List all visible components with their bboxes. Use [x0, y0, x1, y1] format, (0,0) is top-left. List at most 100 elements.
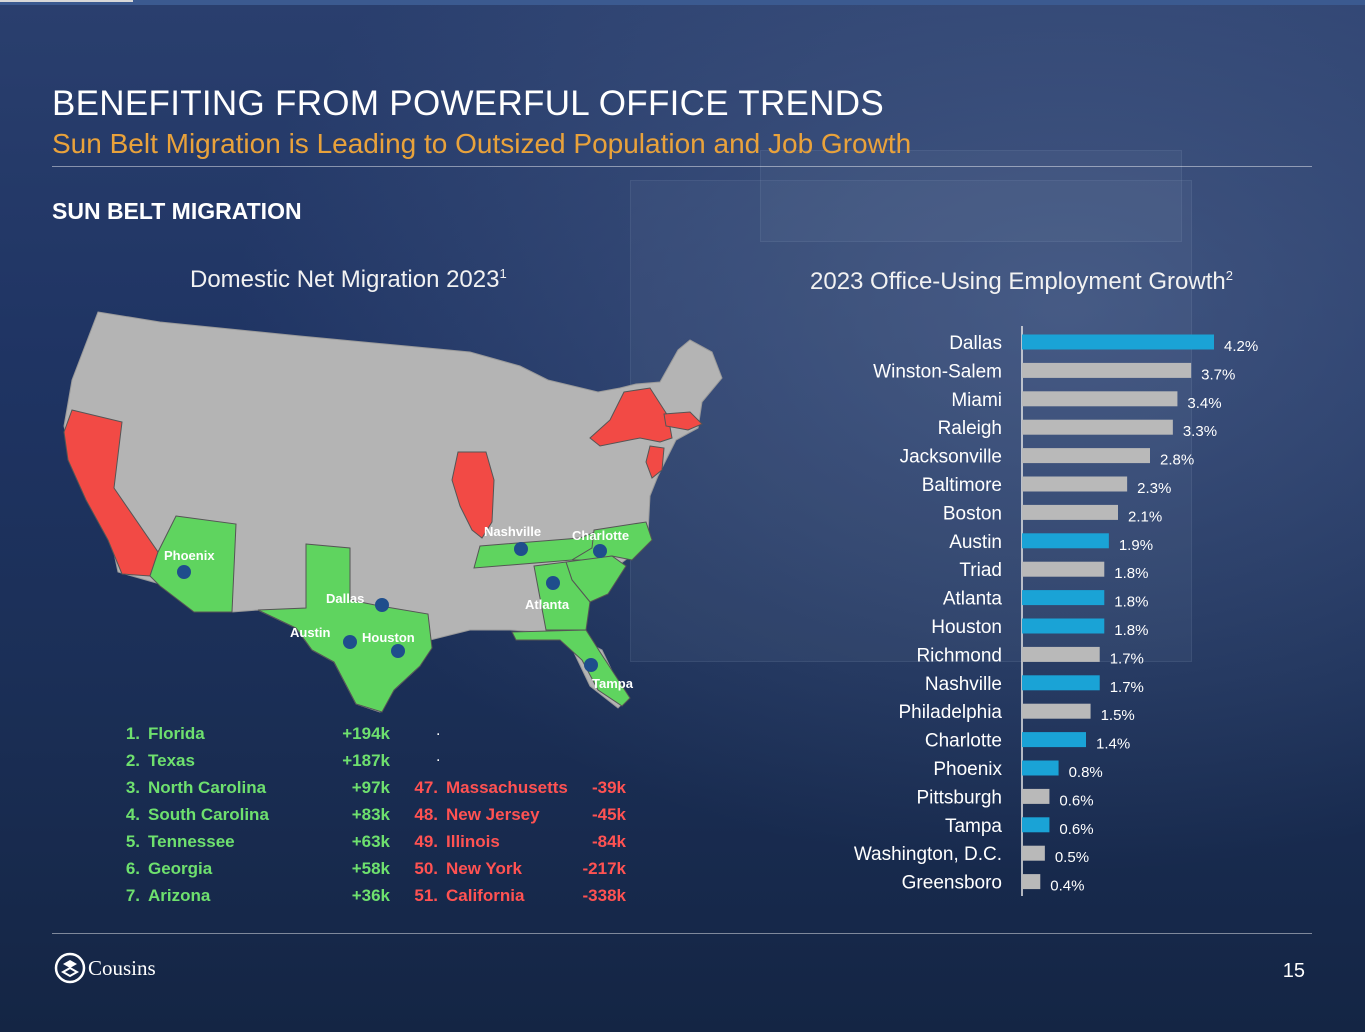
value-label: 1.8%	[1114, 594, 1148, 611]
category-label: Winston-Salem	[873, 361, 1002, 382]
category-label: Baltimore	[922, 475, 1002, 496]
employment-growth-bar-chart: Dallas 4.2% Winston-Salem 3.7% Miami 3.4% Rale…	[854, 326, 1258, 896]
gainer-row: 6. Georgia +58k	[125, 859, 390, 878]
value-label: 4.2%	[1224, 338, 1258, 355]
bar	[1022, 476, 1128, 492]
category-label: Dallas	[949, 333, 1002, 354]
page-subtitle: Sun Belt Migration is Leading to Outsize…	[52, 128, 912, 159]
value-label: 3.3%	[1183, 423, 1217, 440]
loser-row: 50. New York -217k	[414, 859, 626, 878]
value-label: 0.5%	[1055, 849, 1089, 866]
category-label: Greensboro	[902, 873, 1002, 894]
city-marker-phoenix	[177, 565, 191, 579]
bar	[1022, 760, 1059, 776]
loser-row: 47. Massachusetts -39k	[414, 778, 626, 797]
value-label: 0.8%	[1069, 764, 1103, 781]
bar	[1022, 533, 1109, 549]
category-label: Jacksonville	[900, 447, 1002, 468]
category-label: Philadelphia	[898, 702, 1002, 723]
value-label: 1.9%	[1119, 537, 1153, 554]
value-label: 3.4%	[1187, 395, 1221, 412]
category-label: Triad	[959, 560, 1002, 581]
bar	[1022, 845, 1045, 861]
city-label-atlanta: Atlanta	[525, 597, 570, 612]
bar	[1022, 874, 1041, 890]
value-label: 1.7%	[1110, 679, 1144, 696]
value-label: 1.5%	[1101, 707, 1135, 724]
loser-row: 51. California -338k	[414, 886, 626, 905]
category-label: Tampa	[945, 816, 1002, 837]
bar	[1022, 504, 1118, 520]
state-massachusetts	[663, 411, 703, 431]
value-label: 0.6%	[1059, 821, 1093, 838]
gainer-row: 7. Arizona +36k	[125, 886, 390, 905]
city-marker-houston	[391, 644, 405, 658]
value-label: 1.7%	[1110, 650, 1144, 667]
city-marker-tampa	[584, 658, 598, 672]
gainer-row: 2. Texas +187k	[125, 751, 390, 770]
category-label: Nashville	[925, 674, 1002, 695]
city-label-dallas: Dallas	[326, 591, 364, 606]
loser-row: 49. Illinois -84k	[414, 832, 626, 851]
value-label: 1.4%	[1096, 736, 1130, 753]
value-label: 2.8%	[1160, 452, 1194, 469]
state-new-york	[589, 387, 673, 447]
city-marker-atlanta	[546, 576, 560, 590]
top-bar-tab	[0, 0, 133, 2]
bar	[1022, 419, 1173, 435]
city-label-charlotte: Charlotte	[572, 528, 629, 543]
bar	[1022, 561, 1105, 577]
city-label-tampa: Tampa	[592, 676, 634, 691]
section-heading: SUN BELT MIGRATION	[52, 198, 302, 224]
value-label: 2.1%	[1128, 508, 1162, 525]
value-label: 1.8%	[1114, 622, 1148, 639]
category-label: Austin	[949, 532, 1002, 553]
chart-title: 2023 Office-Using Employment Growth2	[810, 268, 1233, 295]
category-label: Atlanta	[943, 589, 1003, 610]
gainer-row: 5. Tennessee +63k	[125, 832, 390, 851]
category-label: Miami	[951, 390, 1002, 411]
city-marker-dallas	[375, 598, 389, 612]
bar	[1022, 675, 1100, 691]
state-illinois	[451, 451, 495, 539]
bar	[1022, 334, 1214, 350]
bar	[1022, 646, 1100, 662]
city-label-nashville: Nashville	[484, 524, 541, 539]
company-logo: Cousins	[54, 952, 156, 984]
bar	[1022, 590, 1105, 606]
bar	[1022, 448, 1150, 464]
value-label: 2.3%	[1137, 480, 1171, 497]
city-label-austin: Austin	[290, 625, 331, 640]
category-label: Boston	[943, 503, 1002, 524]
bar	[1022, 703, 1091, 719]
footer-rule	[52, 933, 1312, 934]
value-label: 0.4%	[1050, 878, 1084, 895]
category-label: Richmond	[916, 645, 1002, 666]
bar	[1022, 362, 1192, 378]
background-building-upper	[760, 150, 1182, 242]
city-marker-nashville	[514, 542, 528, 556]
value-label: 3.7%	[1201, 366, 1235, 383]
category-label: Raleigh	[938, 418, 1002, 439]
value-label: 1.8%	[1114, 565, 1148, 582]
state-arizona	[149, 515, 237, 613]
category-label: Phoenix	[933, 759, 1002, 780]
ellipsis-dot: .	[436, 722, 441, 739]
bar	[1022, 618, 1105, 634]
category-label: Pittsburgh	[916, 787, 1002, 808]
bar	[1022, 788, 1050, 804]
header-rule	[52, 166, 1312, 167]
gainer-row: 1. Florida +194k	[125, 724, 390, 743]
us-migration-map: Phoenix Dallas Austin Houston Nashville …	[63, 311, 723, 713]
state-new-jersey	[645, 445, 665, 479]
cousins-logo-icon	[54, 952, 86, 984]
bar	[1022, 732, 1086, 748]
category-label: Washington, D.C.	[854, 844, 1002, 865]
category-label: Houston	[931, 617, 1002, 638]
page-number: 15	[1282, 960, 1305, 982]
gainer-row: 4. South Carolina +83k	[125, 805, 390, 824]
state-california	[63, 409, 159, 577]
value-label: 0.6%	[1059, 792, 1093, 809]
city-marker-charlotte	[593, 544, 607, 558]
gainer-row: 3. North Carolina +97k	[125, 778, 390, 797]
